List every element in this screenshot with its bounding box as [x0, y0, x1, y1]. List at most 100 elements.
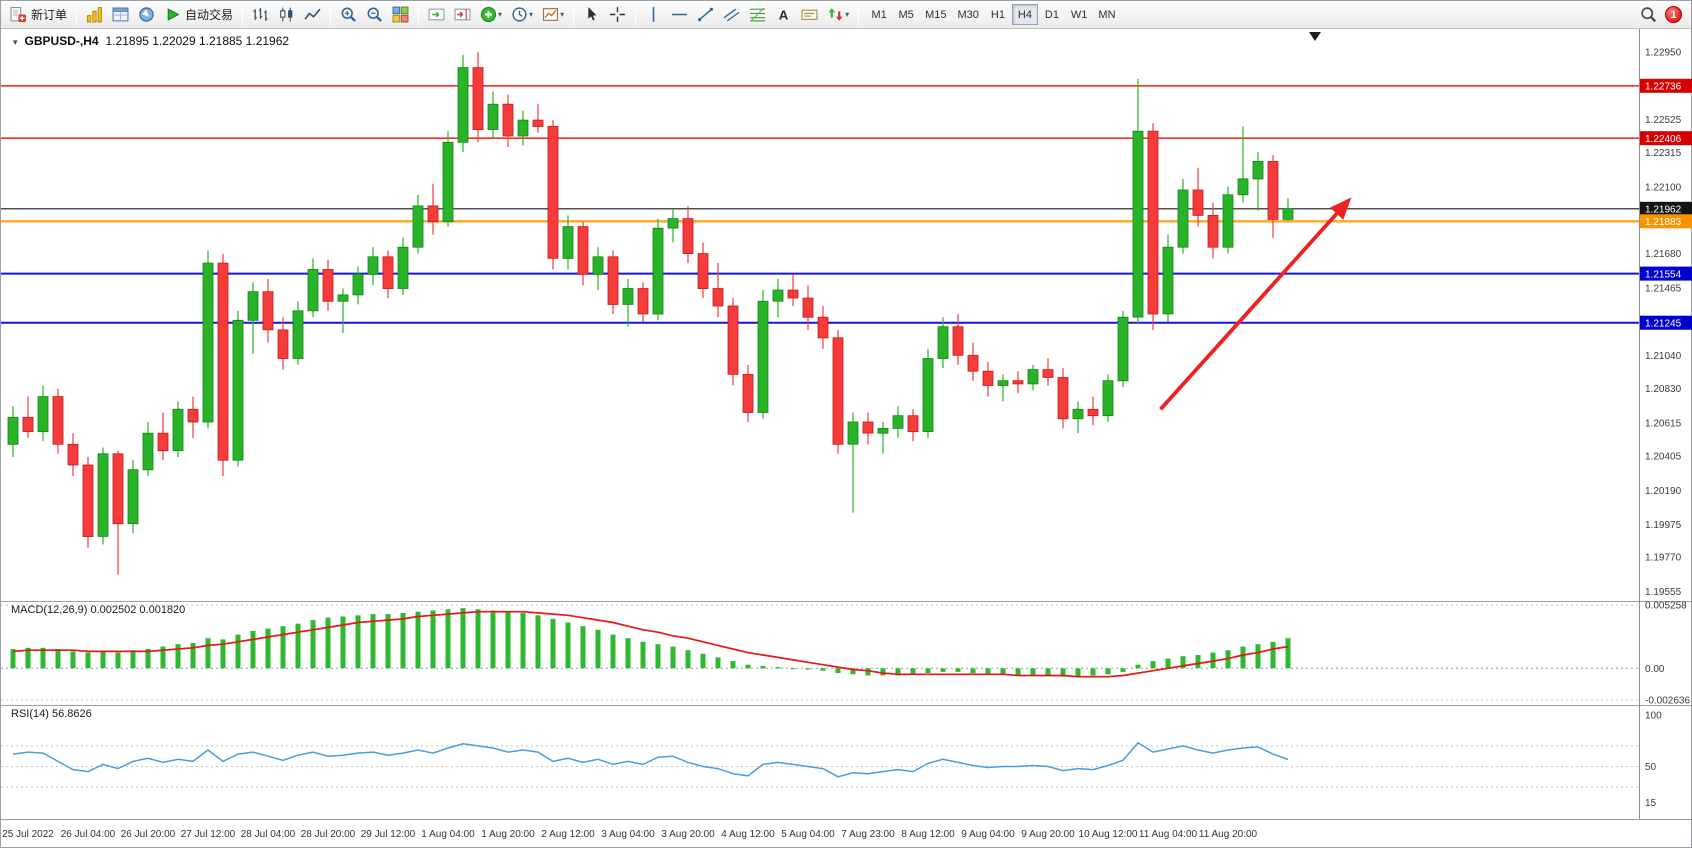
ohlc-values: 1.21895 1.22029 1.21885 1.21962 [105, 34, 290, 48]
svg-text:3 Aug 04:00: 3 Aug 04:00 [601, 829, 655, 840]
svg-text:1.21465: 1.21465 [1645, 283, 1682, 294]
tf-h4[interactable]: H4 [1011, 4, 1038, 25]
auto-scroll-button[interactable] [424, 3, 449, 27]
new-order-button[interactable]: 新订单 [6, 3, 71, 27]
svg-text:15: 15 [1645, 798, 1657, 809]
svg-text:28 Jul 20:00: 28 Jul 20:00 [301, 829, 356, 840]
notification-badge[interactable]: 1 [1665, 6, 1682, 23]
tf-w1[interactable]: W1 [1066, 4, 1093, 25]
add-indicator-icon [480, 6, 497, 23]
trendline-tool-button[interactable] [693, 3, 718, 27]
profiles-button[interactable] [82, 3, 107, 27]
periods-button[interactable]: ▾ [507, 3, 537, 27]
svg-text:1.21040: 1.21040 [1645, 351, 1682, 362]
arrow-objects-icon [828, 8, 843, 21]
svg-text:27 Jul 12:00: 27 Jul 12:00 [181, 829, 236, 840]
svg-text:1.20190: 1.20190 [1645, 486, 1682, 497]
svg-text:8 Aug 12:00: 8 Aug 12:00 [901, 829, 955, 840]
tf-mn[interactable]: MN [1093, 4, 1120, 25]
tf-m1[interactable]: M1 [866, 4, 892, 25]
hline-1.21962[interactable]: 1.21962 [1, 201, 1692, 216]
hline-1.22406[interactable]: 1.22406 [1, 131, 1692, 146]
tile-windows-button[interactable] [388, 3, 413, 27]
hline-1.21554[interactable]: 1.21554 [1, 266, 1692, 281]
svg-text:1.20615: 1.20615 [1645, 418, 1682, 429]
svg-text:1.22950: 1.22950 [1645, 47, 1682, 58]
tf-d1[interactable]: D1 [1039, 4, 1065, 25]
chevron-down-icon: ▾ [845, 9, 850, 19]
hline-1.22736[interactable]: 1.22736 [1, 78, 1692, 93]
tf-m15[interactable]: M15 [920, 4, 951, 25]
svg-text:0.005258: 0.005258 [1645, 601, 1687, 612]
toolbar-separator [418, 4, 420, 25]
svg-text:7 Aug 23:00: 7 Aug 23:00 [841, 829, 895, 840]
timeframes-toolbar: M1 M5 M15 M30 H1 H4 D1 W1 MN [866, 4, 1120, 25]
svg-text:50: 50 [1645, 762, 1657, 773]
svg-text:1.22406: 1.22406 [1645, 134, 1682, 145]
channel-tool-button[interactable] [719, 3, 744, 27]
svg-text:9 Aug 20:00: 9 Aug 20:00 [1021, 829, 1075, 840]
svg-text:11 Aug 20:00: 11 Aug 20:00 [1199, 829, 1258, 840]
hline-1.21883[interactable]: 1.21883 [1, 214, 1692, 229]
indicators-button[interactable]: ▾ [476, 3, 506, 27]
toolbar-separator [858, 4, 860, 25]
bar-chart-mode-button[interactable] [248, 3, 273, 27]
tf-m30[interactable]: M30 [953, 4, 984, 25]
svg-text:11 Aug 04:00: 11 Aug 04:00 [1139, 829, 1198, 840]
text-tool-button[interactable]: A [771, 3, 796, 27]
market-watch-icon [112, 7, 129, 22]
horizontal-line-icon [672, 13, 688, 16]
candlesticks [7, 51, 1294, 575]
svg-text:25 Jul 2022: 25 Jul 2022 [2, 829, 54, 840]
navigator-compass-icon [139, 7, 154, 22]
zoom-in-button[interactable] [336, 3, 361, 27]
navigator-button[interactable] [134, 3, 159, 27]
fibonacci-tool-button[interactable] [745, 3, 770, 27]
chart-shift-marker[interactable] [1309, 32, 1321, 41]
svg-text:A: A [779, 7, 789, 22]
svg-text:1.19555: 1.19555 [1645, 587, 1682, 598]
text-label-tool-button[interactable] [797, 3, 822, 27]
trend-arrow[interactable] [1159, 197, 1352, 411]
main-toolbar: 新订单 自动交易 [1, 1, 1691, 29]
vertical-line-tool-button[interactable] [641, 3, 666, 27]
svg-text:-0.002636: -0.002636 [1645, 696, 1690, 707]
tf-h1[interactable]: H1 [985, 4, 1011, 25]
zoom-out-icon [367, 7, 382, 22]
horizontal-line-tool-button[interactable] [667, 3, 692, 27]
svg-text:1.22525: 1.22525 [1645, 115, 1682, 126]
collapse-ohlc-icon[interactable]: ▾ [13, 37, 18, 47]
chart-shift-button[interactable] [450, 3, 475, 27]
cursor-button[interactable] [579, 3, 604, 27]
toolbar-separator [635, 4, 637, 25]
svg-text:1.20405: 1.20405 [1645, 452, 1682, 463]
svg-text:1.22736: 1.22736 [1645, 82, 1682, 93]
zoom-out-button[interactable] [362, 3, 387, 27]
candlestick-icon [280, 7, 293, 22]
svg-text:28 Jul 04:00: 28 Jul 04:00 [241, 829, 296, 840]
templates-button[interactable]: ▾ [538, 3, 568, 27]
auto-scroll-icon [428, 8, 445, 21]
market-watch-button[interactable] [108, 3, 133, 27]
clock-icon [512, 7, 527, 22]
trendline-icon [698, 7, 714, 22]
chevron-down-icon: ▾ [498, 9, 503, 19]
auto-trading-button[interactable]: 自动交易 [160, 3, 237, 27]
line-chart-mode-button[interactable] [300, 3, 325, 27]
candlestick-mode-button[interactable] [274, 3, 299, 27]
price-axis-labels: 1.22950 1.22525 1.22315 1.22100 1.21680 1.214… [1645, 47, 1682, 598]
tf-m5[interactable]: M5 [893, 4, 919, 25]
toolbar-separator [330, 4, 332, 25]
fibonacci-icon [750, 7, 766, 22]
svg-text:9 Aug 04:00: 9 Aug 04:00 [961, 829, 1015, 840]
search-button[interactable] [1636, 3, 1661, 27]
arrows-tool-button[interactable]: ▾ [823, 3, 853, 27]
svg-text:26 Jul 20:00: 26 Jul 20:00 [121, 829, 176, 840]
crosshair-button[interactable] [605, 3, 630, 27]
svg-text:1.21245: 1.21245 [1645, 318, 1682, 329]
symbol-period-label: GBPUSD-,H4 [24, 34, 99, 48]
equidistant-channel-icon [723, 8, 740, 22]
rsi-level-lines: 100 50 15 [1, 711, 1662, 809]
